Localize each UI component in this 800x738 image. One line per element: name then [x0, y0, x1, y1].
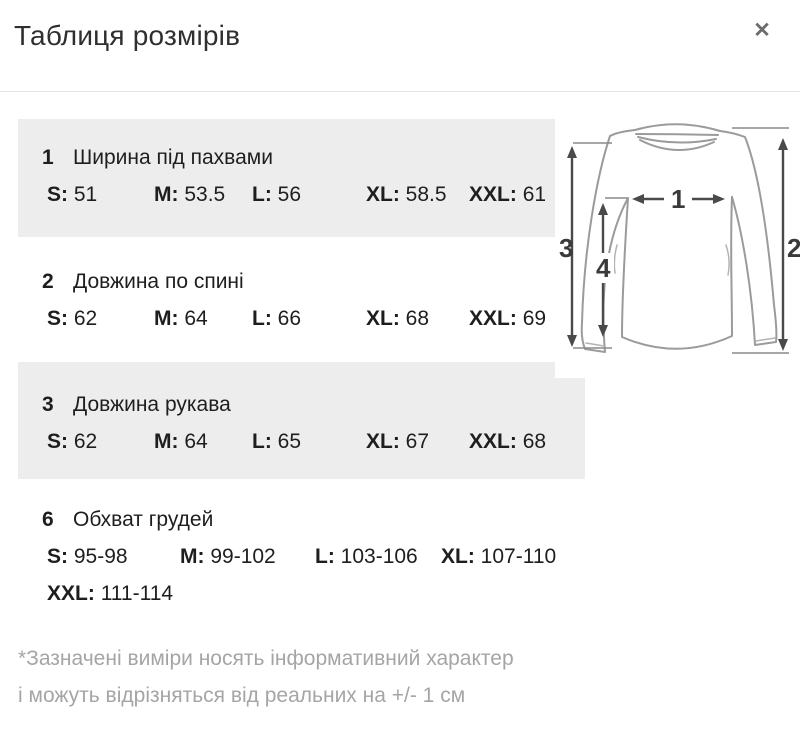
size-row-chest-girth: 6 Обхват грудей S: 95-98 M: 99-102 L: 103-1… [18, 479, 585, 619]
size-value: M: 64 [154, 430, 208, 453]
row-label: Довжина рукава [73, 393, 231, 416]
close-button[interactable]: ✕ [748, 16, 776, 44]
size-value: S: 51 [47, 183, 98, 206]
header-divider [0, 91, 800, 92]
page-title: Таблиця розмірів [14, 20, 241, 51]
row-values: S: 51 M: 53.5 L: 56 XL: 58.5 XXL: 61 [18, 171, 585, 208]
size-row-back-length: 2 Довжина по спині S: 62 M: 64 L: 66 XL: 68 X… [18, 237, 585, 362]
row-title: 6 Обхват грудей [18, 479, 585, 533]
size-value: XXL: 69 [469, 307, 547, 330]
size-value: L: 65 [252, 430, 302, 453]
size-value: S: 62 [47, 430, 98, 453]
size-value: XL: 58.5 [366, 183, 447, 206]
size-value: XL: 107-110 [441, 545, 557, 568]
long-sleeve-shirt-illustration: 1 2 3 4 [559, 123, 800, 354]
row-title: 2 Довжина по спині [18, 237, 585, 295]
measure-label-4: 4 [596, 253, 611, 283]
row-values: S: 95-98 M: 99-102 L: 103-106 XL: 107-110 [18, 533, 585, 570]
row-values: S: 62 M: 64 L: 66 XL: 68 XXL: 69 [18, 295, 585, 332]
size-value: S: 95-98 [47, 545, 128, 568]
footnote-line-2: і можуть відрізняться від реальних на +/… [18, 684, 466, 707]
size-value: XXL: 61 [469, 183, 547, 206]
measure-label-3: 3 [559, 233, 573, 263]
size-value: M: 99-102 [180, 545, 276, 568]
row-values-overflow: XXL: 111-114 [18, 570, 585, 607]
size-value: M: 64 [154, 307, 208, 330]
size-value: L: 66 [252, 307, 302, 330]
row-values: S: 62 M: 64 L: 65 XL: 67 XXL: 68 [18, 418, 585, 455]
row-title: 3 Довжина рукава [18, 362, 585, 418]
size-value: XXL: 111-114 [47, 582, 174, 605]
measure-label-2: 2 [787, 233, 800, 263]
size-value: L: 56 [252, 183, 302, 206]
size-value: XL: 68 [366, 307, 430, 330]
row-number: 2 [42, 270, 54, 293]
row-number: 6 [42, 508, 54, 531]
row-label: Обхват грудей [73, 508, 214, 531]
size-value: S: 62 [47, 307, 98, 330]
size-row-width-underarm: 1 Ширина під пахвами S: 51 M: 53.5 L: 56 XL:… [18, 119, 585, 237]
row-label: Ширина під пахвами [73, 146, 273, 169]
garment-diagram: 1 2 3 4 [555, 95, 800, 378]
close-icon: ✕ [753, 18, 771, 42]
footnote: *Зазначені виміри носять інформативний х… [18, 640, 638, 714]
size-value: M: 53.5 [154, 183, 226, 206]
label-4-backdrop [592, 253, 614, 283]
row-number: 3 [42, 393, 54, 416]
footnote-line-1: *Зазначені виміри носять інформативний х… [18, 647, 514, 670]
row-number: 1 [42, 146, 54, 169]
size-value: XL: 67 [366, 430, 430, 453]
size-value: XXL: 68 [469, 430, 547, 453]
measure-label-1: 1 [671, 184, 685, 214]
size-row-sleeve-length: 3 Довжина рукава S: 62 M: 64 L: 65 XL: 67 XXL… [18, 362, 585, 479]
size-value: L: 103-106 [315, 545, 418, 568]
row-title: 1 Ширина під пахвами [18, 119, 585, 171]
row-label: Довжина по спині [73, 270, 244, 293]
